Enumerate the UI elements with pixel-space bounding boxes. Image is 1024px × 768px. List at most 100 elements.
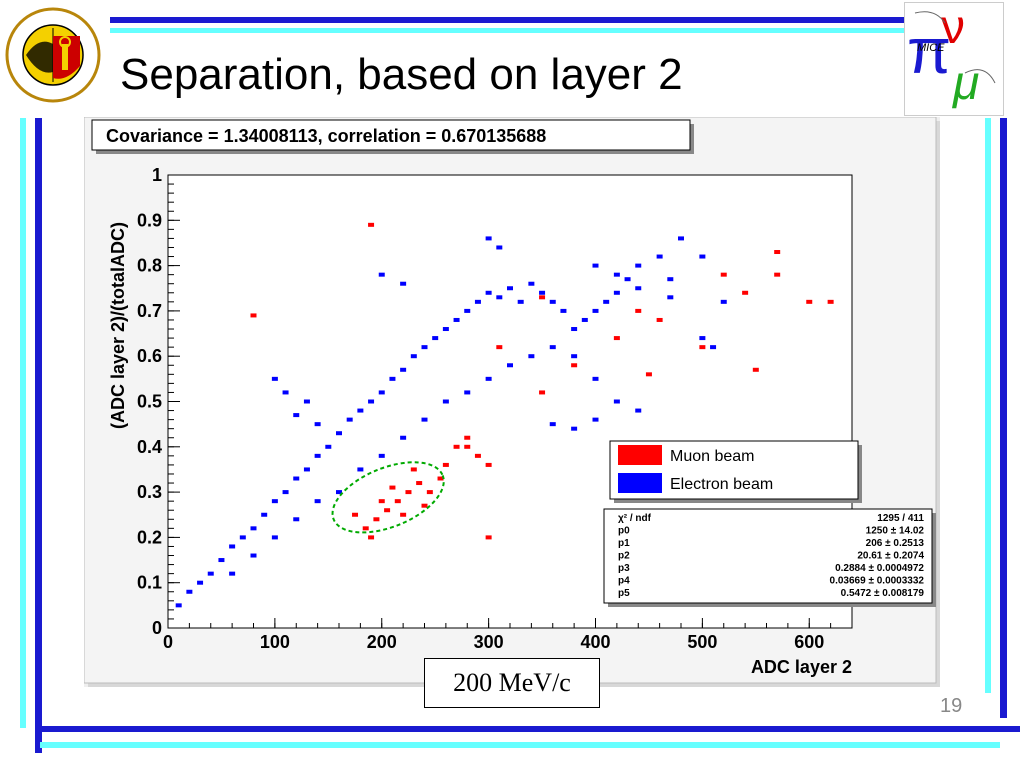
electron-point bbox=[485, 236, 492, 241]
muon-point bbox=[378, 499, 385, 504]
electron-point bbox=[250, 553, 257, 558]
muon-point bbox=[613, 336, 620, 341]
electron-point bbox=[186, 589, 193, 594]
electron-point bbox=[442, 399, 449, 404]
electron-point bbox=[303, 399, 310, 404]
slide-title: Separation, based on layer 2 bbox=[120, 50, 683, 99]
electron-point bbox=[410, 354, 417, 359]
electron-point bbox=[603, 299, 610, 304]
x-axis-label: ADC layer 2 bbox=[751, 657, 852, 677]
stat-name: p2 bbox=[618, 551, 630, 562]
stat-name: p5 bbox=[618, 588, 630, 599]
electron-point bbox=[549, 422, 556, 427]
electron-point bbox=[282, 490, 289, 495]
muon-point bbox=[742, 290, 749, 295]
y-axis-label: (ADC layer 2)/(totalADC) bbox=[108, 222, 128, 429]
electron-point bbox=[432, 336, 439, 341]
muon-point bbox=[720, 272, 727, 277]
electron-point bbox=[400, 435, 407, 440]
muon-point bbox=[496, 345, 503, 350]
electron-point bbox=[517, 299, 524, 304]
y-tick-label: 0.5 bbox=[137, 392, 162, 412]
chart-markers bbox=[175, 222, 834, 608]
electron-point bbox=[389, 376, 396, 381]
y-tick-label: 0 bbox=[152, 618, 162, 638]
page-number: 19 bbox=[940, 695, 963, 717]
stat-value: 0.2884 ± 0.0004972 bbox=[835, 563, 924, 574]
muon-point bbox=[394, 499, 401, 504]
muon-point bbox=[806, 299, 813, 304]
electron-point bbox=[357, 408, 364, 413]
electron-point bbox=[271, 376, 278, 381]
x-tick-label: 400 bbox=[580, 632, 610, 652]
left-bar-light bbox=[20, 118, 26, 728]
y-tick-label: 1 bbox=[152, 165, 162, 185]
stat-name: p3 bbox=[618, 563, 630, 574]
momentum-caption: 200 MeV/c bbox=[424, 658, 600, 708]
electron-point bbox=[635, 408, 642, 413]
electron-point bbox=[314, 499, 321, 504]
electron-point bbox=[271, 535, 278, 540]
electron-point bbox=[378, 453, 385, 458]
muon-point bbox=[352, 512, 359, 517]
electron-point bbox=[613, 290, 620, 295]
electron-point bbox=[507, 363, 513, 368]
electron-point bbox=[667, 295, 674, 300]
electron-point bbox=[571, 354, 578, 359]
muon-point bbox=[384, 508, 391, 513]
bottom-bar-dark bbox=[40, 726, 1020, 732]
muon-point bbox=[250, 313, 257, 318]
y-tick-label: 0.2 bbox=[137, 527, 162, 547]
muon-point bbox=[464, 444, 471, 449]
muon-point bbox=[426, 490, 433, 495]
bottom-bar-light bbox=[40, 742, 1000, 748]
muon-point bbox=[485, 535, 492, 540]
electron-point bbox=[293, 413, 300, 418]
electron-point bbox=[464, 390, 471, 395]
chart-axes: 0 100 200 300 400 500 600 0 0.1 0.2 0.3 0.4 0.5 0.6 0.… bbox=[137, 165, 853, 652]
muon-point bbox=[368, 535, 375, 540]
electron-point bbox=[592, 308, 599, 313]
electron-point bbox=[678, 236, 684, 241]
muon-point bbox=[774, 272, 781, 277]
electron-point bbox=[218, 558, 225, 563]
electron-point bbox=[250, 526, 257, 531]
electron-point bbox=[197, 580, 204, 585]
stat-value: 20.61 ± 0.2074 bbox=[857, 551, 924, 562]
stat-value: 0.03669 ± 0.0003332 bbox=[830, 576, 925, 587]
electron-point bbox=[357, 467, 364, 472]
electron-point bbox=[592, 263, 599, 268]
stat-value: 1250 ± 14.02 bbox=[866, 526, 925, 537]
svg-text:μ: μ bbox=[951, 57, 979, 110]
electron-point bbox=[229, 571, 236, 576]
electron-point bbox=[592, 417, 599, 422]
x-tick-label: 100 bbox=[260, 632, 290, 652]
electron-point bbox=[485, 376, 492, 381]
electron-point bbox=[336, 490, 342, 495]
svg-text:π: π bbox=[907, 15, 951, 87]
muon-point bbox=[485, 462, 492, 467]
electron-point bbox=[303, 467, 310, 472]
electron-point bbox=[560, 308, 567, 313]
electron-point bbox=[293, 476, 300, 481]
electron-point bbox=[421, 417, 428, 422]
top-bar-light bbox=[110, 28, 905, 33]
electron-point bbox=[368, 399, 375, 404]
stat-value: 206 ± 0.2513 bbox=[866, 538, 925, 549]
electron-point bbox=[239, 535, 246, 540]
electron-point bbox=[282, 390, 289, 395]
muon-point bbox=[656, 317, 663, 322]
stat-value: 0.5472 ± 0.008179 bbox=[841, 588, 925, 599]
y-tick-label: 0.1 bbox=[137, 573, 162, 593]
electron-point bbox=[442, 327, 449, 332]
chart-svg: Covariance = 1.34008113, correlation = 0… bbox=[83, 116, 940, 687]
electron-point bbox=[528, 354, 535, 359]
y-tick-label: 0.6 bbox=[137, 346, 162, 366]
x-tick-label: 500 bbox=[687, 632, 717, 652]
stats-box bbox=[603, 508, 933, 604]
electron-point bbox=[571, 426, 578, 431]
electron-point bbox=[314, 453, 321, 458]
electron-point bbox=[261, 512, 268, 517]
y-tick-label: 0.9 bbox=[137, 210, 162, 230]
x-tick-label: 0 bbox=[163, 632, 173, 652]
